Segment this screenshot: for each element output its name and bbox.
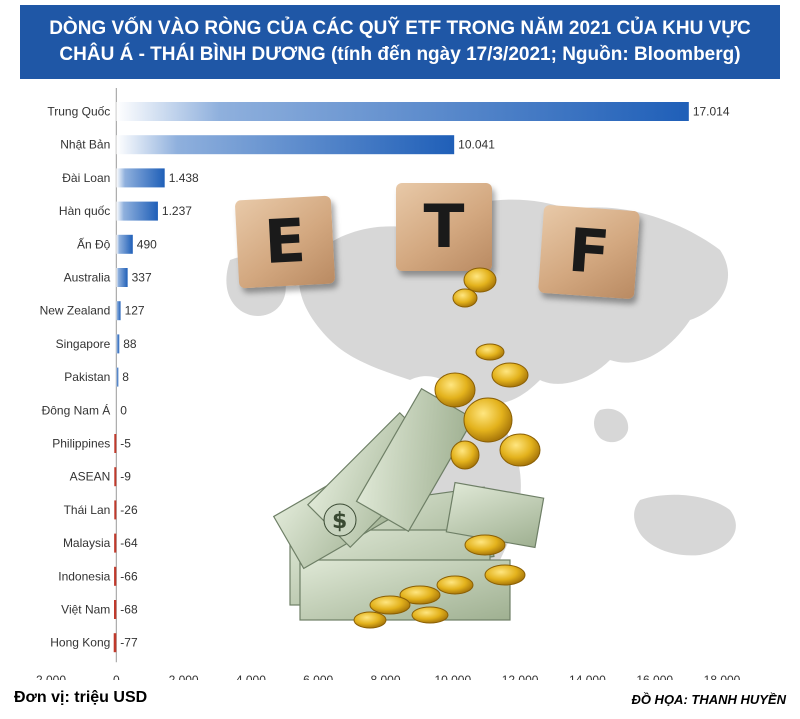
x-tick-label: 14.000 bbox=[569, 673, 606, 680]
category-label: Pakistan bbox=[64, 370, 110, 384]
x-tick-label: 16.000 bbox=[636, 673, 673, 680]
x-tick-label: 4.000 bbox=[236, 673, 266, 680]
value-label: 1.237 bbox=[162, 204, 192, 218]
bar bbox=[116, 135, 455, 155]
x-tick-label: 8.000 bbox=[370, 673, 400, 680]
bar bbox=[114, 533, 117, 553]
title-line-2: CHÂU Á - THÁI BÌNH DƯƠNG (tính đến ngày … bbox=[59, 44, 741, 65]
category-label: Trung Quốc bbox=[47, 105, 110, 119]
etf-cube-t-letter: T bbox=[423, 192, 465, 262]
category-label: Đông Nam Á bbox=[42, 402, 111, 417]
category-label: New Zealand bbox=[40, 304, 111, 318]
value-label: -5 bbox=[120, 437, 131, 451]
value-label: 88 bbox=[123, 337, 137, 351]
bar bbox=[114, 600, 117, 619]
category-label: Nhật Bản bbox=[60, 138, 110, 152]
graphic-credit: ĐỒ HỌA: THANH HUYỀN bbox=[631, 692, 786, 707]
category-label: Philippines bbox=[52, 437, 110, 451]
value-label: -77 bbox=[120, 636, 138, 650]
bar bbox=[116, 367, 119, 387]
value-label: -68 bbox=[120, 603, 138, 617]
category-label: Việt Nam bbox=[61, 603, 110, 617]
etf-net-inflow-bar-chart: Trung Quốc 17.014 Nhật Bản 10.041 Đài Loan 1.… bbox=[32, 88, 741, 680]
value-label: 337 bbox=[132, 271, 152, 285]
unit-note: Đơn vị: triệu USD bbox=[14, 689, 148, 706]
bar bbox=[116, 334, 120, 354]
bar bbox=[116, 168, 165, 188]
category-label: Indonesia bbox=[58, 569, 110, 583]
x-tick-label: 10.000 bbox=[434, 673, 471, 680]
etf-cube-t: T bbox=[396, 183, 492, 271]
x-tick-label: 12.000 bbox=[502, 673, 539, 680]
category-label: Hong Kong bbox=[50, 636, 110, 650]
category-label: Hàn quốc bbox=[59, 204, 110, 218]
bar bbox=[113, 633, 117, 653]
bar bbox=[114, 566, 117, 586]
x-tick-label: 2.000 bbox=[169, 673, 199, 680]
bar bbox=[116, 201, 158, 221]
value-label: 8 bbox=[122, 370, 129, 384]
bar bbox=[116, 102, 689, 121]
value-label: -26 bbox=[120, 503, 138, 517]
gold-coins bbox=[353, 267, 541, 629]
category-label: Ấn Độ bbox=[77, 236, 111, 251]
bar bbox=[116, 268, 128, 287]
bar bbox=[114, 467, 117, 487]
category-label: Malaysia bbox=[63, 536, 111, 550]
value-label: 490 bbox=[137, 237, 157, 251]
value-label: -9 bbox=[120, 470, 131, 484]
category-label: Australia bbox=[64, 271, 111, 285]
category-label: Thái Lan bbox=[64, 503, 111, 517]
x-tick-label: 0 bbox=[113, 673, 120, 680]
value-label: -66 bbox=[120, 569, 138, 583]
svg-text:$: $ bbox=[332, 509, 347, 534]
bar bbox=[114, 500, 117, 520]
title-banner: DÒNG VỐN VÀO RÒNG CỦA CÁC QUỸ ETF TRONG … bbox=[20, 5, 780, 79]
value-label: 127 bbox=[125, 304, 145, 318]
value-label: -64 bbox=[120, 536, 138, 550]
value-label: 10.041 bbox=[458, 138, 495, 152]
money-and-coins-illustration: $ bbox=[272, 267, 545, 629]
bar bbox=[116, 301, 121, 321]
bar bbox=[116, 234, 133, 254]
x-tick-label: 6.000 bbox=[303, 673, 333, 680]
x-tick-label: 18.000 bbox=[704, 673, 741, 680]
category-label: ASEAN bbox=[70, 470, 111, 484]
category-label: Đài Loan bbox=[62, 171, 110, 185]
x-tick-label: -2.000 bbox=[32, 673, 66, 680]
category-label: Singapore bbox=[56, 337, 111, 351]
value-label: 0 bbox=[120, 403, 127, 417]
dollar-sign-icon: $ bbox=[323, 503, 357, 537]
bar bbox=[114, 434, 117, 453]
value-label: 1.438 bbox=[169, 171, 199, 185]
title-line-1: DÒNG VỐN VÀO RÒNG CỦA CÁC QUỸ ETF TRONG … bbox=[49, 18, 751, 39]
value-label: 17.014 bbox=[693, 105, 730, 119]
